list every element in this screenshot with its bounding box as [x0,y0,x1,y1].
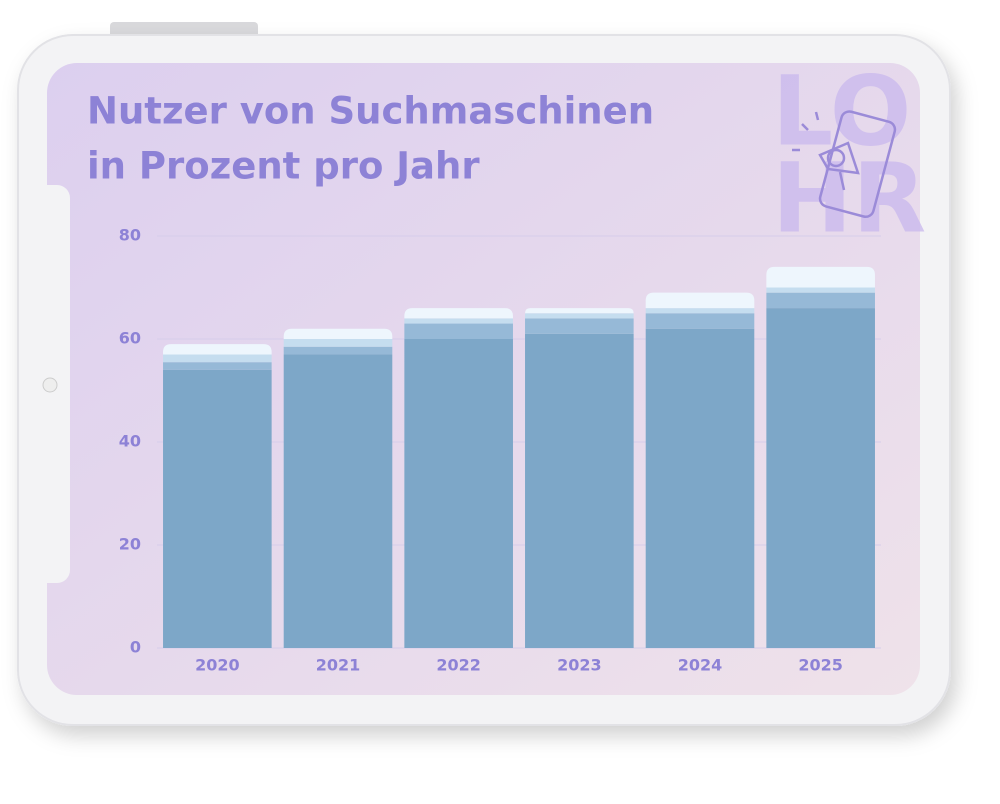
x-tick-label: 2025 [798,656,843,675]
bar-segment [163,354,272,363]
bar-segment [163,362,272,370]
bar-segment [645,292,755,309]
bar-segment [283,346,393,355]
x-tick-label: 2024 [678,656,723,675]
bar-segment [525,318,634,334]
bar-segment [645,313,755,329]
logo-text: LO [772,55,911,167]
logo-icon [792,110,897,219]
bar-segment [525,313,634,319]
y-tick-label: 80 [119,226,141,245]
bar-segment [404,339,513,648]
bar-segment [525,333,634,648]
y-tick-label: 0 [130,638,141,657]
x-tick-label: 2022 [436,656,481,675]
bar-segment [163,369,272,648]
bar-segment [283,339,393,347]
x-tick-label: 2023 [557,656,602,675]
bar-segment [404,323,513,339]
chart-title: in Prozent pro Jahr [87,145,480,188]
bar-segment [283,328,393,339]
chart-title: Nutzer von Suchmaschinen [87,90,654,133]
device-notch [47,185,70,583]
y-tick-label: 40 [119,432,141,451]
bar-segment [525,308,634,314]
y-tick-label: 60 [119,329,141,348]
bar-segment [404,308,513,319]
camera [42,377,58,393]
y-tick-label: 20 [119,535,141,554]
bar-segment [404,318,513,324]
bar-segment [163,344,272,355]
bar-segment [645,308,755,314]
bar-segment [766,287,875,293]
bar-segment [766,266,875,288]
x-tick-label: 2021 [316,656,361,675]
x-tick-label: 2020 [195,656,240,675]
bar-segment [283,354,393,648]
bar-segment [766,308,875,648]
bar-segment [645,328,755,648]
logo-text: HR [772,142,926,254]
bar-segment [766,292,875,309]
